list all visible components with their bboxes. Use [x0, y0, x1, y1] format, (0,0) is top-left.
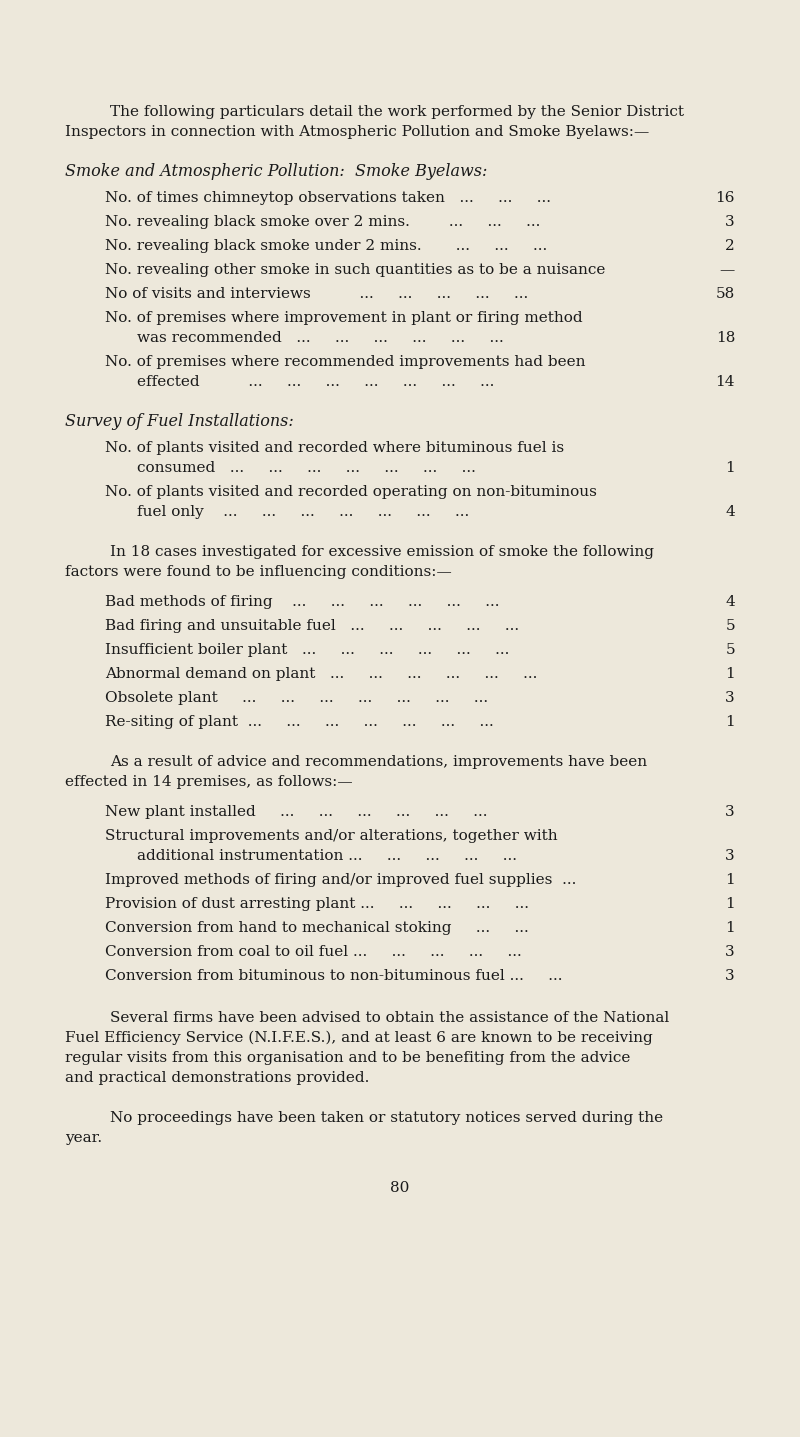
Text: 3: 3 [726, 216, 735, 228]
Text: —: — [720, 263, 735, 277]
Text: 1: 1 [726, 874, 735, 887]
Text: Conversion from bituminous to non-bituminous fuel ...     ...: Conversion from bituminous to non-bitumi… [105, 969, 562, 983]
Text: 1: 1 [726, 461, 735, 476]
Text: 4: 4 [726, 504, 735, 519]
Text: and practical demonstrations provided.: and practical demonstrations provided. [65, 1071, 370, 1085]
Text: In 18 cases investigated for excessive emission of smoke the following: In 18 cases investigated for excessive e… [110, 545, 654, 559]
Text: Abnormal demand on plant   ...     ...     ...     ...     ...     ...: Abnormal demand on plant ... ... ... ...… [105, 667, 538, 681]
Text: 1: 1 [726, 897, 735, 911]
Text: Several firms have been advised to obtain the assistance of the National: Several firms have been advised to obtai… [110, 1012, 670, 1025]
Text: 1: 1 [726, 921, 735, 935]
Text: year.: year. [65, 1131, 102, 1145]
Text: additional instrumentation ...     ...     ...     ...     ...: additional instrumentation ... ... ... .… [137, 849, 517, 864]
Text: Inspectors in connection with Atmospheric Pollution and Smoke Byelaws:—: Inspectors in connection with Atmospheri… [65, 125, 650, 139]
Text: 3: 3 [726, 805, 735, 819]
Text: was recommended   ...     ...     ...     ...     ...     ...: was recommended ... ... ... ... ... ... [137, 331, 504, 345]
Text: No proceedings have been taken or statutory notices served during the: No proceedings have been taken or statut… [110, 1111, 663, 1125]
Text: 1: 1 [726, 716, 735, 729]
Text: Smoke and Atmospheric Pollution:  Smoke Byelaws:: Smoke and Atmospheric Pollution: Smoke B… [65, 162, 487, 180]
Text: No. of plants visited and recorded operating on non-bituminous: No. of plants visited and recorded opera… [105, 486, 597, 499]
Text: No of visits and interviews          ...     ...     ...     ...     ...: No of visits and interviews ... ... ... … [105, 287, 528, 300]
Text: Structural improvements and/or alterations, together with: Structural improvements and/or alteratio… [105, 829, 558, 844]
Text: Obsolete plant     ...     ...     ...     ...     ...     ...     ...: Obsolete plant ... ... ... ... ... ... .… [105, 691, 488, 706]
Text: 4: 4 [726, 595, 735, 609]
Text: No. of plants visited and recorded where bituminous fuel is: No. of plants visited and recorded where… [105, 441, 564, 456]
Text: 18: 18 [716, 331, 735, 345]
Text: Conversion from coal to oil fuel ...     ...     ...     ...     ...: Conversion from coal to oil fuel ... ...… [105, 946, 522, 958]
Text: No. revealing black smoke over 2 mins.        ...     ...     ...: No. revealing black smoke over 2 mins. .… [105, 216, 540, 228]
Text: 3: 3 [726, 849, 735, 864]
Text: 14: 14 [715, 375, 735, 389]
Text: Improved methods of firing and/or improved fuel supplies  ...: Improved methods of firing and/or improv… [105, 874, 576, 887]
Text: No. revealing other smoke in such quantities as to be a nuisance: No. revealing other smoke in such quanti… [105, 263, 606, 277]
Text: 5: 5 [726, 642, 735, 657]
Text: regular visits from this organisation and to be benefiting from the advice: regular visits from this organisation an… [65, 1050, 630, 1065]
Text: effected in 14 premises, as follows:—: effected in 14 premises, as follows:— [65, 775, 353, 789]
Text: fuel only    ...     ...     ...     ...     ...     ...     ...: fuel only ... ... ... ... ... ... ... [137, 504, 470, 519]
Text: 2: 2 [726, 239, 735, 253]
Text: 5: 5 [726, 619, 735, 634]
Text: No. of times chimneytop observations taken   ...     ...     ...: No. of times chimneytop observations tak… [105, 191, 551, 205]
Text: New plant installed     ...     ...     ...     ...     ...     ...: New plant installed ... ... ... ... ... … [105, 805, 487, 819]
Text: Survey of Fuel Installations:: Survey of Fuel Installations: [65, 412, 294, 430]
Text: 80: 80 [390, 1181, 410, 1196]
Text: Bad methods of firing    ...     ...     ...     ...     ...     ...: Bad methods of firing ... ... ... ... ..… [105, 595, 499, 609]
Text: 3: 3 [726, 946, 735, 958]
Text: No. revealing black smoke under 2 mins.       ...     ...     ...: No. revealing black smoke under 2 mins. … [105, 239, 547, 253]
Text: No. of premises where recommended improvements had been: No. of premises where recommended improv… [105, 355, 586, 369]
Text: effected          ...     ...     ...     ...     ...     ...     ...: effected ... ... ... ... ... ... ... [137, 375, 494, 389]
Text: 16: 16 [715, 191, 735, 205]
Text: No. of premises where improvement in plant or firing method: No. of premises where improvement in pla… [105, 310, 582, 325]
Text: 58: 58 [716, 287, 735, 300]
Text: Provision of dust arresting plant ...     ...     ...     ...     ...: Provision of dust arresting plant ... ..… [105, 897, 529, 911]
Text: Re-siting of plant  ...     ...     ...     ...     ...     ...     ...: Re-siting of plant ... ... ... ... ... .… [105, 716, 494, 729]
Text: Conversion from hand to mechanical stoking     ...     ...: Conversion from hand to mechanical stoki… [105, 921, 529, 935]
Text: Fuel Efficiency Service (N.I.F.E.S.), and at least 6 are known to be receiving: Fuel Efficiency Service (N.I.F.E.S.), an… [65, 1030, 653, 1045]
Text: 1: 1 [726, 667, 735, 681]
Text: 3: 3 [726, 691, 735, 706]
Text: consumed   ...     ...     ...     ...     ...     ...     ...: consumed ... ... ... ... ... ... ... [137, 461, 476, 476]
Text: factors were found to be influencing conditions:—: factors were found to be influencing con… [65, 565, 452, 579]
Text: 3: 3 [726, 969, 735, 983]
Text: The following particulars detail the work performed by the Senior District: The following particulars detail the wor… [110, 105, 684, 119]
Text: Insufficient boiler plant   ...     ...     ...     ...     ...     ...: Insufficient boiler plant ... ... ... ..… [105, 642, 510, 657]
Text: As a result of advice and recommendations, improvements have been: As a result of advice and recommendation… [110, 754, 647, 769]
Text: Bad firing and unsuitable fuel   ...     ...     ...     ...     ...: Bad firing and unsuitable fuel ... ... .… [105, 619, 519, 634]
